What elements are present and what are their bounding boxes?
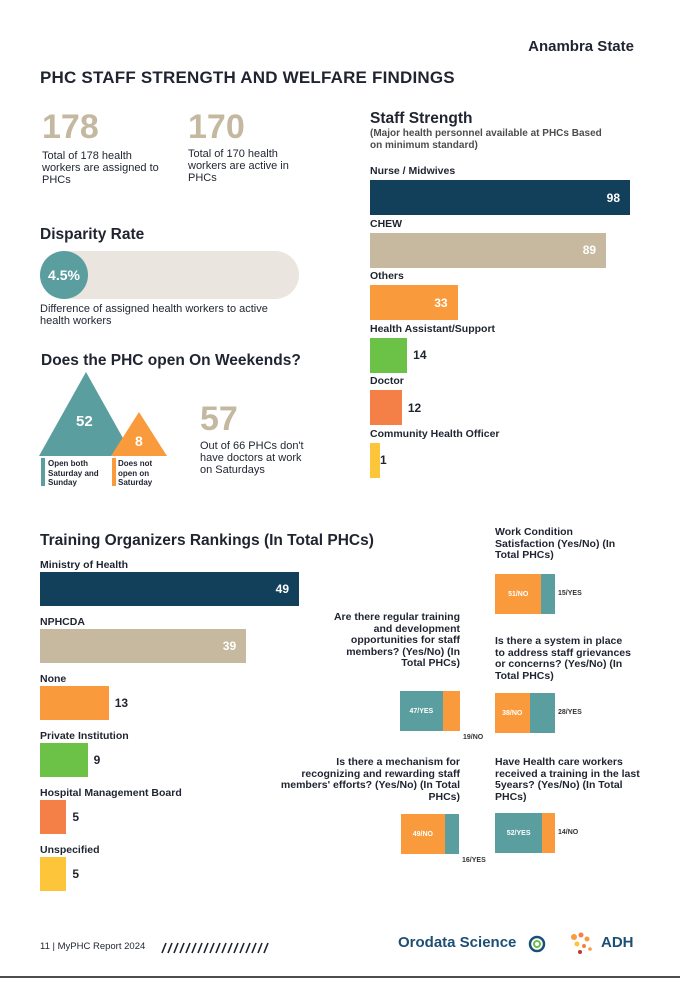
stack-segment-first: 49/NO (401, 814, 445, 854)
closed-legend-label: Does not open on Saturday (118, 459, 153, 487)
disparity-text: Difference of assigned health workers to… (40, 303, 268, 327)
bar-label-ministry-of-health: Ministry of Health (40, 559, 129, 571)
bar-value-ministry-of-health: 49 (275, 582, 289, 596)
stack-trained: 52/YES (495, 813, 555, 853)
stack-segment-first: 47/YES (400, 691, 443, 731)
weekends-title: Does the PHC open On Weekends? (41, 352, 301, 369)
bar-label-others: Others (370, 270, 404, 282)
staff-title: Staff Strength (370, 110, 473, 127)
bar-label-community-health-officer: Community Health Officer (370, 427, 500, 440)
bar-value-others: 33 (434, 295, 448, 310)
bar-value-nphcda: 39 (222, 639, 237, 653)
adh-logo: ADH (601, 934, 634, 951)
bar-label-doctor: Doctor (370, 375, 404, 387)
orodata-logo: Orodata Science (398, 934, 517, 951)
stack-segment-first: 38/NO (495, 693, 530, 733)
stack-segment-second (541, 574, 555, 614)
bar-label-unspecified: Unspecified (40, 844, 100, 856)
orodata-logo-mark (528, 935, 546, 953)
bar-chew: 89 (370, 232, 607, 268)
bar-label-private-institution: Private Institution (40, 730, 129, 742)
open-legend-label: Open both Saturday and Sunday (48, 459, 99, 487)
bar-label-none: None (40, 673, 67, 685)
bar-value-unspecified: 5 (72, 867, 80, 881)
stack-label-second: 28/YES (558, 709, 582, 716)
staff-subtitle: (Major health personnel available at PHC… (370, 128, 602, 151)
bar-label-hospital-management-board: Hospital Management Board (40, 787, 182, 799)
footer-rule (0, 976, 680, 978)
grievances-title: Is there a system in place to address st… (495, 635, 631, 682)
closed-legend-marker (112, 458, 116, 486)
bar-unspecified (40, 857, 67, 891)
doctors-count: 57 (200, 400, 238, 438)
adh-logo-mark (571, 932, 592, 954)
recognition-title: Is there a mechanism for recognizing and… (280, 756, 460, 803)
bar-hospital-management-board (40, 800, 67, 834)
state-name: Anambra State (528, 38, 634, 55)
bar-value-doctor: 12 (407, 400, 422, 415)
closed-value: 8 (135, 433, 143, 449)
stack-label-second: 14/NO (558, 829, 579, 836)
stack-development: 47/YES (400, 691, 460, 731)
stack-recognition: 49/NO (401, 814, 459, 854)
bar-none (40, 686, 109, 720)
stack-segment-second (444, 814, 459, 854)
bar-value-nurse-midwives: 98 (606, 190, 620, 205)
bar-private-institution (40, 743, 88, 777)
disparity-value: 4.5% (40, 251, 88, 299)
training-title: Training Organizers Rankings (In Total P… (40, 532, 374, 549)
stack-label-second: 16/YES (462, 857, 486, 864)
bar-value-community-health-officer: 1 (380, 453, 387, 467)
closed-triangle (111, 412, 167, 456)
stack-segment-second (542, 813, 555, 853)
bar-label-chew: CHEW (370, 217, 403, 230)
assigned-text: Total of 178 health workers are assigned… (42, 150, 159, 186)
active-text: Total of 170 health workers are active i… (188, 148, 289, 184)
development-title: Are there regular training and developme… (333, 611, 460, 669)
weekend-triangles (39, 372, 167, 456)
stack-label-second: 15/YES (558, 590, 582, 597)
page-number: 11 | MyPHC Report 2024 (40, 941, 146, 952)
bar-value-private-institution: 9 (93, 753, 101, 767)
bar-community-health-officer (370, 442, 380, 478)
trained-title: Have Health care workers received a trai… (495, 756, 640, 803)
stack-work-condition: 51/NO (495, 574, 555, 614)
footer-stripes (161, 942, 269, 954)
stack-segment-first: 51/NO (495, 574, 542, 614)
stack-grievances: 38/NO (495, 693, 555, 733)
bar-label-nphcda: NPHCDA (40, 616, 85, 628)
assigned-count: 178 (42, 108, 99, 146)
bar-label-health-assistant-support: Health Assistant/Support (370, 322, 496, 335)
bar-nphcda: 39 (40, 629, 247, 663)
bar-ministry-of-health: 49 (40, 572, 299, 606)
bar-value-health-assistant-support: 14 (413, 348, 427, 362)
bar-value-chew: 89 (582, 243, 597, 257)
bar-value-none: 13 (114, 696, 129, 710)
bar-doctor (370, 390, 402, 425)
bar-label-nurse-midwives: Nurse / Midwives (370, 165, 456, 177)
bar-value-hospital-management-board: 5 (72, 810, 80, 824)
active-count: 170 (188, 108, 245, 146)
stack-segment-second (529, 693, 555, 733)
work-condition-title: Work Condition Satisfaction (Yes/No) (In… (495, 526, 616, 561)
stack-label-second: 19/NO (463, 734, 484, 741)
disparity-title: Disparity Rate (40, 226, 145, 243)
open-triangle (39, 372, 133, 456)
bar-nurse-midwives: 98 (370, 180, 630, 215)
bar-health-assistant-support (370, 337, 408, 373)
bar-others: 33 (370, 285, 458, 320)
open-value: 52 (76, 413, 93, 430)
stack-segment-first: 52/YES (495, 813, 543, 853)
page-title: PHC STAFF STRENGTH AND WELFARE FINDINGS (40, 68, 455, 87)
doctors-text: Out of 66 PHCs don't have doctors at wor… (200, 440, 304, 476)
open-legend-marker (41, 458, 45, 486)
stack-segment-second (442, 691, 460, 731)
